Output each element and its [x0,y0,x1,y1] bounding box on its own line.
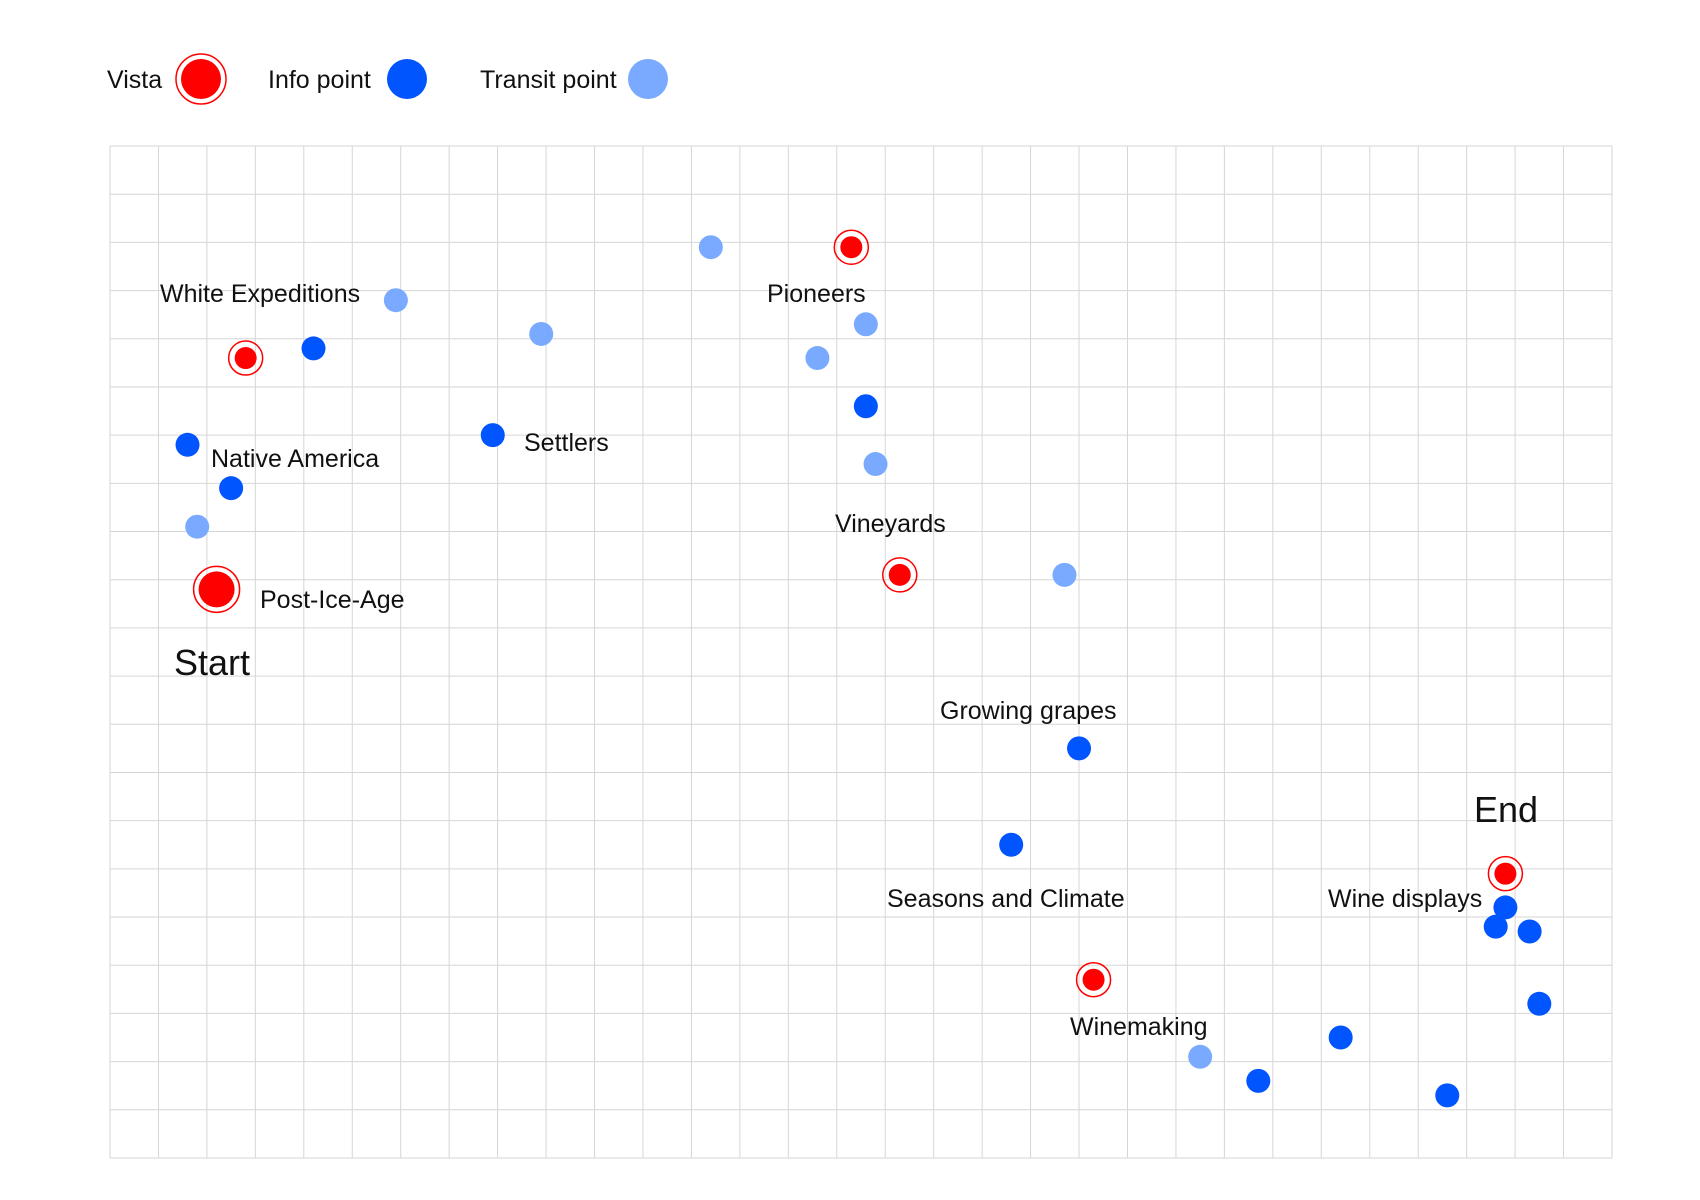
vineyards-label: Vineyards [835,510,946,538]
legend-vista-label: Vista [107,66,162,94]
transit-point [805,346,830,371]
map-grid [109,145,1613,1159]
white-expeditions-label: White Expeditions [160,280,360,308]
native-america-label: Native America [211,445,379,473]
settlers-label: Settlers [524,429,609,457]
vista-point [227,340,264,376]
info-point [1493,895,1518,920]
info-point [999,832,1024,857]
winemaking-label: Winemaking [1070,1013,1208,1041]
info-point [1246,1068,1271,1093]
info-point [480,423,505,448]
end-label: End [1474,789,1538,830]
transit-point [853,312,878,337]
transit-point [529,321,554,346]
legend-transit-label: Transit point [480,66,617,94]
transit-point [863,452,888,477]
seasons-climate-label: Seasons and Climate [887,885,1125,913]
info-point [1328,1025,1353,1050]
legend-info-label: Info point [268,66,371,94]
info-point [175,432,200,457]
vista-point [192,565,241,614]
transit-point [1188,1044,1213,1069]
transit-point [698,235,723,260]
info-point [301,336,326,361]
legend-vista-marker [175,53,227,105]
legend-info-marker [387,59,427,99]
vista-point [882,557,918,593]
pioneers-label: Pioneers [767,280,866,308]
map-labels: Start End Post-Ice-Age Native America Wh… [160,280,1538,1041]
vista-point [1487,855,1524,892]
wine-displays-label: Wine displays [1328,885,1482,913]
info-point [1517,919,1542,944]
vista-point [833,229,870,265]
growing-grapes-label: Growing grapes [940,697,1116,725]
legend-transit-marker [628,59,668,99]
info-point [1483,914,1508,939]
vista-point [1075,961,1112,998]
transit-point [185,514,210,539]
info-point [1435,1083,1460,1108]
legend: Vista Info point Transit point [107,53,668,105]
route-points [175,229,1552,1108]
info-point [219,476,244,501]
post-ice-age-label: Post-Ice-Age [260,586,405,614]
start-label: Start [174,642,250,683]
transit-point [1052,562,1077,587]
info-point [1527,991,1552,1016]
info-point [853,394,878,419]
info-point [1067,736,1092,761]
transit-point [383,288,408,313]
